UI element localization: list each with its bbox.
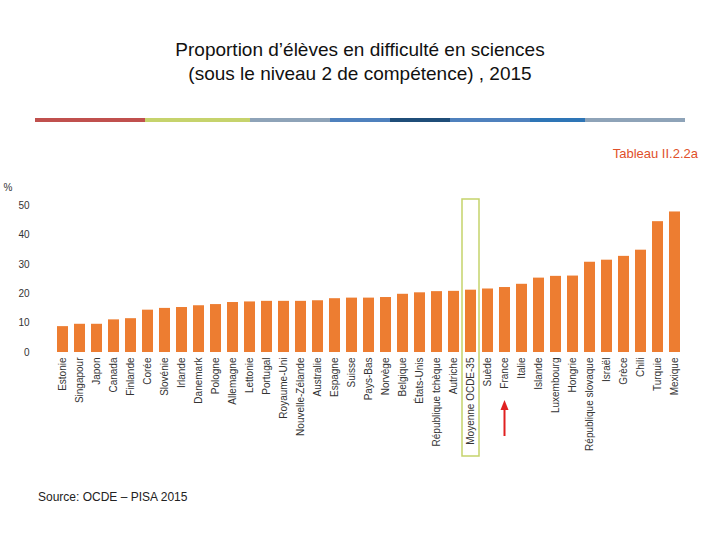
svg-text:République slovaque: République slovaque xyxy=(584,357,595,451)
svg-text:Estonie: Estonie xyxy=(57,357,68,391)
svg-text:50: 50 xyxy=(18,200,30,211)
svg-text:Grèce: Grèce xyxy=(618,357,629,385)
svg-text:Corée: Corée xyxy=(142,357,153,385)
svg-text:France: France xyxy=(499,357,510,389)
svg-text:Canada: Canada xyxy=(108,357,119,392)
svg-text:20: 20 xyxy=(18,288,30,299)
svg-text:Autriche: Autriche xyxy=(448,357,459,394)
svg-text:Italie: Italie xyxy=(516,357,527,379)
svg-text:Hongrie: Hongrie xyxy=(567,357,578,392)
svg-text:Chili: Chili xyxy=(635,358,646,377)
svg-text:Singapour: Singapour xyxy=(74,357,85,403)
svg-text:30: 30 xyxy=(18,259,30,270)
svg-text:Danemark: Danemark xyxy=(193,357,204,404)
svg-text:Espagne: Espagne xyxy=(329,357,340,397)
svg-text:Norvège: Norvège xyxy=(380,357,391,395)
html-text:Source: OCDE – PISA 2015: Source: OCDE – PISA 2015 xyxy=(38,490,188,504)
svg-text:10: 10 xyxy=(18,317,30,328)
svg-text:0: 0 xyxy=(24,347,30,358)
svg-text:Lettonie: Lettonie xyxy=(244,357,255,393)
svg-text:Suède: Suède xyxy=(482,357,493,386)
svg-text:Suisse: Suisse xyxy=(346,357,357,387)
svg-text:République tchèque: République tchèque xyxy=(431,357,442,446)
svg-text:Finlande: Finlande xyxy=(125,357,136,396)
html-text:Proportion d’élèves en difficu: Proportion d’élèves en difficulté en sci… xyxy=(175,39,545,84)
svg-text:%: % xyxy=(4,182,13,193)
svg-text:Pays-Bas: Pays-Bas xyxy=(363,358,374,401)
svg-text:Luxembourg: Luxembourg xyxy=(550,358,561,414)
svg-text:Allemagne: Allemagne xyxy=(227,357,238,405)
svg-text:Japon: Japon xyxy=(91,358,102,385)
svg-text:Royaume-Uni: Royaume-Uni xyxy=(278,358,289,419)
svg-text:Islande: Islande xyxy=(533,357,544,390)
svg-text:Belgique: Belgique xyxy=(397,357,408,396)
svg-text:Pologne: Pologne xyxy=(210,357,221,394)
svg-text:Israël: Israël xyxy=(601,358,612,382)
svg-text:Slovénie: Slovénie xyxy=(159,357,170,396)
html-text:Tableau II.2.2a: Tableau II.2.2a xyxy=(612,146,698,161)
svg-text:Mexique: Mexique xyxy=(669,357,680,395)
svg-text:Portugal: Portugal xyxy=(261,358,272,395)
svg-text:Australie: Australie xyxy=(312,357,323,396)
svg-text:40: 40 xyxy=(18,229,30,240)
svg-text:Moyenne OCDE-35: Moyenne OCDE-35 xyxy=(465,357,476,445)
svg-text:Irlande: Irlande xyxy=(176,357,187,388)
svg-text:États-Unis: États-Unis xyxy=(413,358,425,404)
svg-text:Turquie: Turquie xyxy=(652,357,663,391)
svg-text:Nouvelle-Zélande: Nouvelle-Zélande xyxy=(295,357,306,436)
